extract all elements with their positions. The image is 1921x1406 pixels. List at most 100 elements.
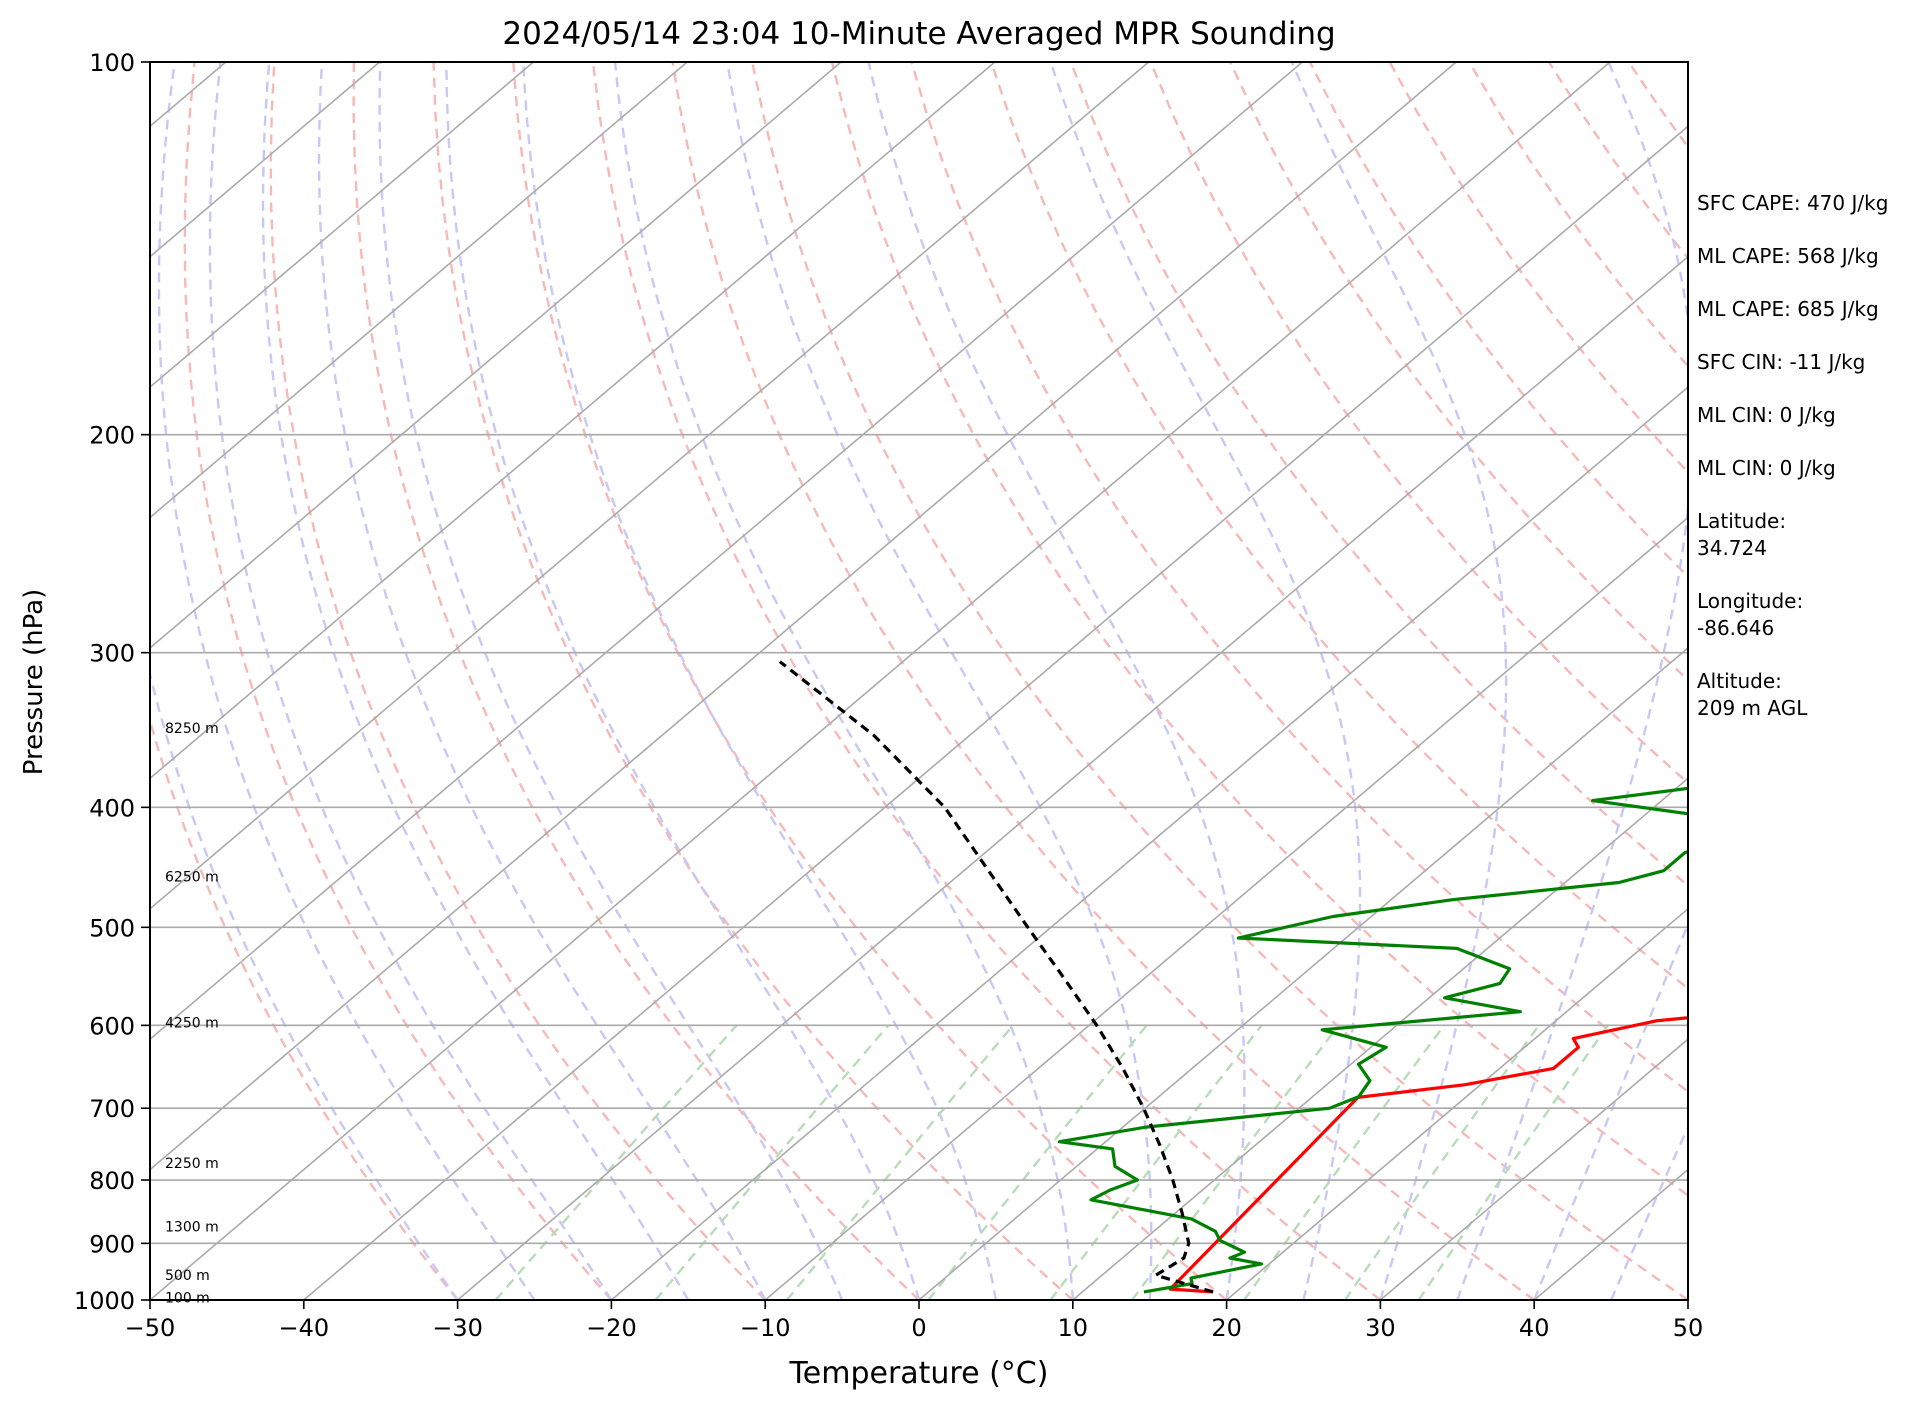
moist-adiabat-line	[867, 62, 1246, 1300]
y-tick-label: 900	[89, 1230, 135, 1258]
isotherm-line	[1379, 1038, 1688, 1300]
isotherm-line	[150, 62, 996, 780]
moist-adiabat-line	[317, 62, 767, 1300]
moist-adiabat-line	[150, 669, 459, 1300]
sfc-cape-text: SFC CAPE: 470 J/kg	[1697, 191, 1889, 215]
dry-adiabat-line	[150, 716, 459, 1300]
dewpoint-line	[1057, 786, 1688, 1294]
sounding-info-panel: SFC CAPE: 470 J/kg ML CAPE: 568 J/kg ML …	[1697, 190, 1917, 748]
x-tick-label: −10	[740, 1314, 791, 1342]
mixing-ratio-line	[1344, 1024, 1540, 1300]
temperature-line	[1168, 1016, 1688, 1294]
ml-cin-text-2: ML CIN: 0 J/kg	[1697, 456, 1836, 480]
dry-adiabat-line	[1308, 62, 1688, 579]
ml-cin-text: ML CIN: 0 J/kg	[1697, 403, 1836, 427]
plot-frame	[149, 61, 1689, 1301]
y-tick-label: 400	[89, 794, 135, 822]
dry-adiabat-line	[910, 62, 1688, 1093]
dry-adiabat-line	[183, 62, 613, 1300]
x-tick-label: 50	[1673, 1314, 1704, 1342]
isotherm-line	[150, 62, 688, 519]
height-label: 4250 m	[165, 1016, 219, 1032]
isotherm-line	[1226, 907, 1688, 1300]
isotherm-line	[150, 62, 1457, 1171]
y-tick-label: 100	[89, 49, 135, 77]
height-label: 2250 m	[165, 1156, 219, 1172]
chart-title: 2024/05/14 23:04 10-Minute Averaged MPR …	[502, 16, 1335, 52]
x-tick-label: −20	[586, 1314, 637, 1342]
grid-lines	[150, 62, 1688, 1300]
height-label: 1300 m	[165, 1219, 219, 1235]
isotherm-line	[303, 125, 1688, 1300]
y-tick-label: 600	[89, 1012, 135, 1040]
moist-adiabat-line	[613, 62, 1074, 1300]
ml-cape-text: ML CAPE: 568 J/kg	[1697, 244, 1879, 268]
moist-adiabat-line	[157, 62, 536, 1300]
parcel-path-line	[778, 660, 1214, 1294]
y-axis-label: Pressure (hPa)	[19, 589, 49, 776]
isotherm-line	[1072, 777, 1688, 1300]
height-label: 100 m	[165, 1290, 210, 1306]
isotherm-line	[150, 62, 1611, 1300]
y-tick-label: 1000	[74, 1287, 135, 1315]
mixing-ratio-line	[786, 1024, 1014, 1300]
x-tick-label: 10	[1058, 1314, 1089, 1342]
height-labels: 8250 m 6250 m 4250 m 2250 m 1300 m 500 m 100 m	[165, 721, 219, 1306]
series-lines	[778, 660, 1688, 1294]
x-tick-label: −30	[432, 1314, 483, 1342]
dry-adiabat-line	[1069, 62, 1688, 888]
y-tick-label: 200	[89, 422, 135, 450]
height-label: 6250 m	[165, 870, 219, 886]
isotherm-line	[918, 646, 1688, 1300]
mixing-ratio-line	[1131, 1024, 1340, 1300]
x-tick-label: 40	[1519, 1314, 1550, 1342]
altitude-text: Altitude: 209 m AGL	[1697, 669, 1808, 720]
isotherm-line	[150, 62, 1150, 910]
height-label: 8250 m	[165, 721, 219, 737]
y-axis: 100 200 300 400 500 600 700 800 900 1000	[74, 49, 150, 1315]
y-tick-label: 300	[89, 640, 135, 668]
moist-adiabat-line	[1533, 921, 1688, 1300]
dry-adiabat-line	[671, 62, 1535, 1300]
ml-cape-text-2: ML CAPE: 685 J/kg	[1697, 297, 1879, 321]
isotherm-line	[764, 516, 1688, 1300]
x-tick-label: 0	[911, 1314, 926, 1342]
y-tick-label: 700	[89, 1095, 135, 1123]
longitude-text: Longitude: -86.646	[1697, 589, 1804, 640]
dry-adiabat-line	[990, 62, 1688, 990]
isotherm-line	[610, 386, 1688, 1300]
moist-adiabat-line	[522, 62, 998, 1300]
mixing-ratio-line	[654, 1024, 890, 1300]
isotherm-line	[150, 62, 534, 389]
x-tick-label: 20	[1211, 1314, 1242, 1342]
height-label: 500 m	[165, 1268, 210, 1284]
moist-adiabat-line	[445, 62, 921, 1300]
isotherm-line	[150, 62, 842, 649]
mixing-ratio-line	[1049, 1024, 1263, 1300]
x-axis: −50 −40 −30 −20 −10 0 10 20 30 40 50	[125, 1300, 1704, 1342]
moist-adiabat-line	[261, 62, 690, 1300]
mixing-ratio-line	[494, 1024, 738, 1300]
sfc-cin-text: SFC CIN: -11 J/kg	[1697, 350, 1866, 374]
dry-adiabat-line	[352, 62, 920, 1300]
x-tick-label: −50	[125, 1314, 176, 1342]
dry-adiabat-line	[512, 62, 1228, 1300]
dry-adiabat-line	[1229, 62, 1688, 682]
isotherm-line	[457, 255, 1688, 1300]
x-tick-label: 30	[1365, 1314, 1396, 1342]
moist-adiabat-line	[208, 62, 613, 1300]
y-tick-label: 500	[89, 914, 135, 942]
x-axis-label: Temperature (°C)	[789, 1356, 1049, 1391]
dry-adiabat-line	[591, 62, 1382, 1300]
isotherm-line	[150, 62, 1303, 1041]
dry-adiabat-line	[830, 62, 1688, 1197]
dry-adiabat-line	[432, 62, 1074, 1300]
moist-adiabat-line	[1456, 62, 1688, 1300]
mixing-ratio-line	[927, 1024, 1148, 1300]
y-tick-label: 800	[89, 1167, 135, 1195]
dry-adiabat-line	[269, 62, 767, 1300]
x-tick-label: −40	[278, 1314, 329, 1342]
moist-adiabat-line	[1049, 62, 1362, 1300]
latitude-text: Latitude: 34.724	[1697, 509, 1787, 560]
dry-adiabat-line	[751, 62, 1688, 1300]
